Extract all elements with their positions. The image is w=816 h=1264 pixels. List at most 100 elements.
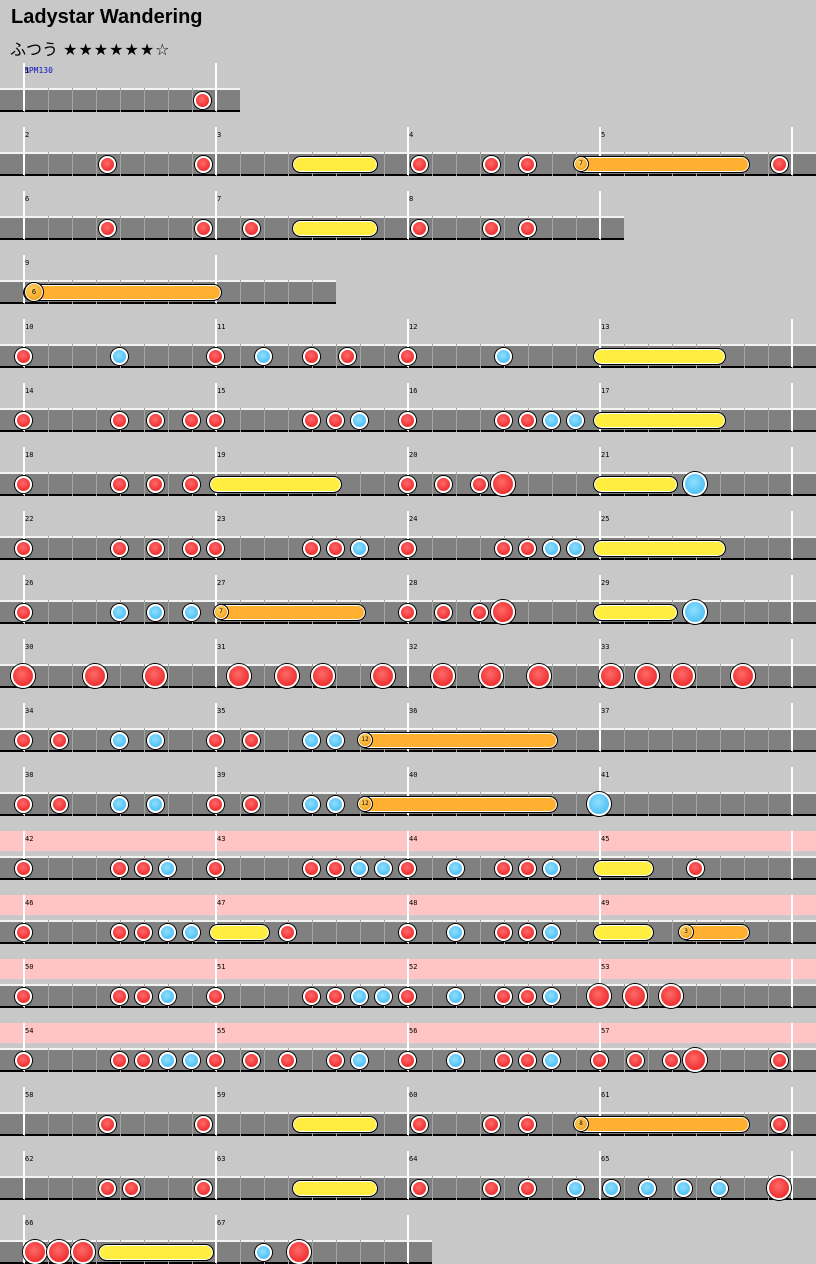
measure-bar xyxy=(791,1151,793,1199)
beat-line xyxy=(240,216,241,240)
measure-number: 44 xyxy=(409,835,418,843)
measure-bar xyxy=(407,511,409,559)
measure-bar xyxy=(215,1023,217,1071)
measure-bar xyxy=(407,127,409,175)
beat-line xyxy=(720,600,721,624)
beat-line xyxy=(240,536,241,560)
chart-row: 2 3 4 5 7 xyxy=(0,127,816,176)
balloon-head: 3 xyxy=(678,924,694,940)
beat-line xyxy=(768,600,769,624)
beat-line xyxy=(72,472,73,496)
measure-bar xyxy=(791,767,793,815)
beat-line xyxy=(648,792,649,816)
don-big-note xyxy=(143,664,167,688)
measure-bar xyxy=(215,895,217,943)
don-big-note xyxy=(47,1240,71,1264)
chart-row: 42 43 44 45 xyxy=(0,831,816,880)
don-note xyxy=(518,219,536,237)
ka-note xyxy=(326,795,344,813)
measure-bar xyxy=(215,703,217,751)
beat-line xyxy=(576,1048,577,1072)
beat-line xyxy=(48,152,49,176)
drumroll xyxy=(593,860,654,877)
measure-number: 37 xyxy=(601,707,610,715)
beat-line xyxy=(456,472,457,496)
don-note xyxy=(518,411,536,429)
beat-line xyxy=(576,344,577,368)
don-note xyxy=(326,539,344,557)
measure-bar xyxy=(791,383,793,431)
drumroll xyxy=(593,412,726,429)
don-note xyxy=(518,987,536,1005)
beat-line xyxy=(240,152,241,176)
beat-line xyxy=(72,1176,73,1200)
beat-line xyxy=(624,792,625,816)
don-note xyxy=(326,859,344,877)
beat-line xyxy=(384,1176,385,1200)
measure-number: 15 xyxy=(217,387,226,395)
beat-line xyxy=(48,856,49,880)
measure-bar xyxy=(599,511,601,559)
chart-row: 14 15 16 17 xyxy=(0,383,816,432)
ka-note xyxy=(542,923,560,941)
chart-row: 1 xyxy=(0,63,240,112)
beat-line xyxy=(288,1112,289,1136)
ka-note xyxy=(182,603,200,621)
measure-number: 6 xyxy=(25,195,30,203)
beat-line xyxy=(96,1048,97,1072)
don-big-note xyxy=(683,1048,707,1072)
beat-line xyxy=(264,280,265,304)
drumroll xyxy=(292,1180,378,1197)
ka-note xyxy=(254,347,272,365)
measure-bar xyxy=(23,1023,25,1071)
measure-bar xyxy=(599,895,601,943)
beat-line xyxy=(768,472,769,496)
measure-number: 14 xyxy=(25,387,34,395)
beat-line xyxy=(552,216,553,240)
measure-number: 56 xyxy=(409,1027,418,1035)
ka-note xyxy=(566,1179,584,1197)
measure-bar xyxy=(599,703,601,751)
beat-line xyxy=(96,344,97,368)
beat-line xyxy=(48,728,49,752)
beat-line xyxy=(456,216,457,240)
measure-number: 2 xyxy=(25,131,30,139)
beat-line xyxy=(768,152,769,176)
beat-line xyxy=(144,792,145,816)
beat-line xyxy=(768,1048,769,1072)
beat-line xyxy=(72,856,73,880)
don-note xyxy=(98,219,116,237)
don-note xyxy=(146,539,164,557)
drumroll xyxy=(593,924,654,941)
drumroll xyxy=(593,348,726,365)
ka-note xyxy=(542,987,560,1005)
measure-bar xyxy=(407,959,409,1007)
beat-line xyxy=(720,728,721,752)
balloon-roll xyxy=(23,284,222,301)
beat-line xyxy=(312,1240,313,1264)
beat-line xyxy=(96,920,97,944)
don-note xyxy=(206,347,224,365)
measure-number: 12 xyxy=(409,323,418,331)
measure-bar xyxy=(407,1023,409,1071)
ka-note xyxy=(542,859,560,877)
chart-row: 6 7 8 xyxy=(0,191,624,240)
drumroll xyxy=(292,1116,378,1133)
beat-line xyxy=(96,792,97,816)
don-note xyxy=(194,155,212,173)
beat-line xyxy=(480,344,481,368)
beat-line xyxy=(720,472,721,496)
beat-line xyxy=(48,536,49,560)
beat-line xyxy=(384,536,385,560)
don-note xyxy=(110,923,128,941)
beat-line xyxy=(288,280,289,304)
measure-number: 9 xyxy=(25,259,30,267)
beat-line xyxy=(48,344,49,368)
don-big-note xyxy=(527,664,551,688)
beat-line xyxy=(168,1112,169,1136)
chart-row: 58 59 60 61 8 xyxy=(0,1087,816,1136)
don-big-note xyxy=(587,984,611,1008)
don-big-note xyxy=(71,1240,95,1264)
don-big-note xyxy=(23,1240,47,1264)
don-big-note xyxy=(287,1240,311,1264)
